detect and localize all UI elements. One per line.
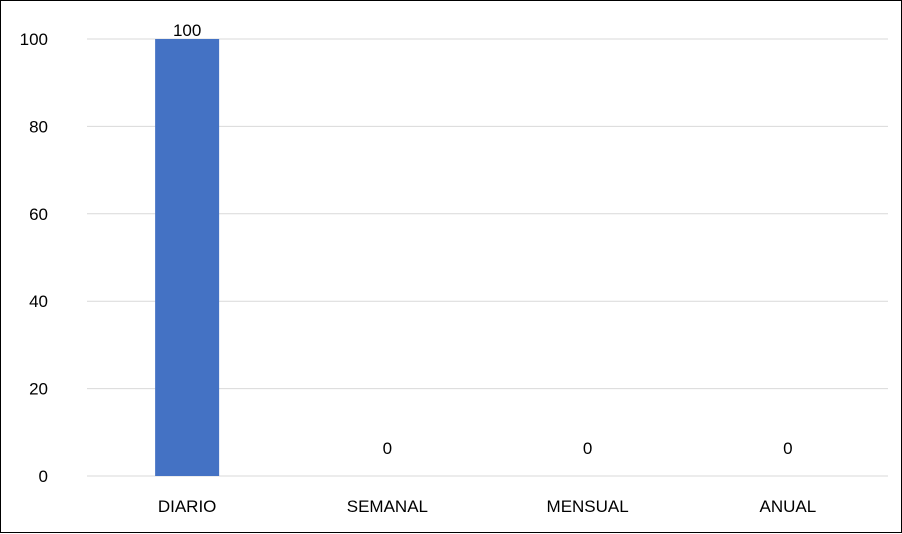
- data-label-mensual: 0: [583, 439, 592, 458]
- y-tick-label: 60: [29, 205, 48, 224]
- y-tick-label: 0: [39, 467, 48, 486]
- data-label-semanal: 0: [383, 439, 392, 458]
- category-label-semanal: SEMANAL: [347, 497, 428, 516]
- category-label-anual: ANUAL: [760, 497, 817, 516]
- y-axis-tick-labels: 0 20 40 60 80 100: [20, 30, 48, 486]
- data-label-diario: 100: [173, 21, 201, 40]
- bar-diario: [155, 39, 220, 476]
- bars: [155, 39, 220, 476]
- category-label-diario: DIARIO: [158, 497, 217, 516]
- y-tick-label: 20: [29, 380, 48, 399]
- y-tick-label: 100: [20, 30, 48, 49]
- gridlines: [87, 38, 888, 477]
- data-label-anual: 0: [783, 439, 792, 458]
- category-label-mensual: MENSUAL: [547, 497, 629, 516]
- data-labels: 100 0 0 0: [173, 21, 793, 458]
- x-axis-category-labels: DIARIO SEMANAL MENSUAL ANUAL: [158, 497, 816, 516]
- y-tick-label: 40: [29, 292, 48, 311]
- y-tick-label: 80: [29, 117, 48, 136]
